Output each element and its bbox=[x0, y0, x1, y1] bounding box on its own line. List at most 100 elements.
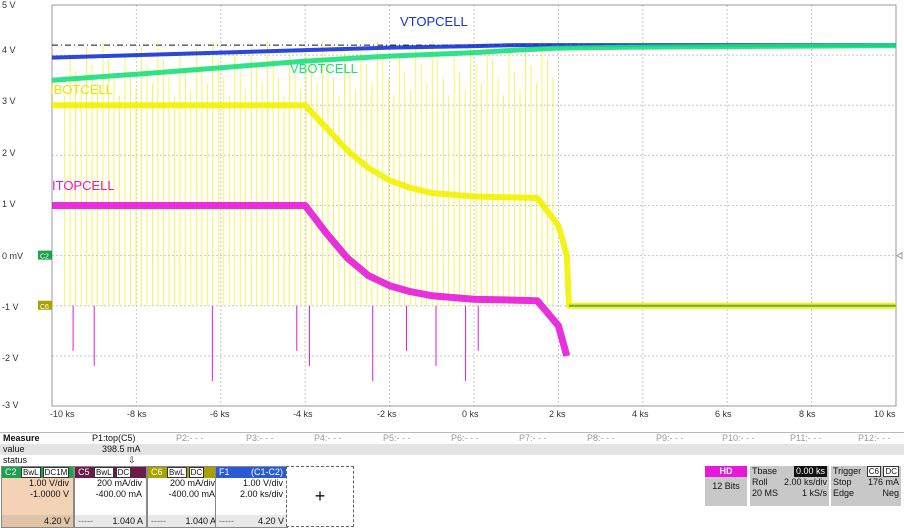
trigger-channel: C6 bbox=[866, 466, 881, 477]
channel-c6-foot-value: 1.040 A bbox=[185, 516, 216, 526]
measure-p2-label[interactable]: P2:- - - bbox=[176, 433, 204, 443]
hd-label: HD bbox=[705, 466, 747, 477]
trigger-row: Stop 176 mA bbox=[831, 477, 901, 488]
measure-p11-label[interactable]: P11:- - - bbox=[790, 433, 822, 443]
channel-c2-foot-value: 4.20 V bbox=[43, 516, 70, 526]
timebase-header: Tbase 0.00 ks bbox=[750, 466, 829, 477]
timebase-value: 0.00 ks bbox=[793, 466, 827, 477]
measure-p1-label[interactable]: P1:top(C5) bbox=[92, 433, 136, 443]
x-tick-label: 2 ks bbox=[549, 409, 566, 419]
trigger-label: Trigger bbox=[833, 466, 862, 476]
x-tick-label: 4 ks bbox=[632, 409, 649, 419]
y-tick-label: 1 V bbox=[2, 199, 16, 209]
channel-c6-box[interactable]: C6 BwL DC 200 mA/div -400.00 mA ----- 1.0… bbox=[147, 466, 220, 528]
channel-c6-tag: BwL bbox=[167, 467, 187, 478]
measure-p12-label[interactable]: P12:- - - bbox=[858, 433, 891, 443]
channel-f1-scale: 1.00 V/div bbox=[242, 478, 283, 488]
channel-f1-name: F1 bbox=[219, 467, 230, 477]
timebase-rate: 2.00 ks/div bbox=[783, 477, 827, 487]
channel-c2-scale: 1.00 V/div bbox=[28, 478, 69, 488]
trace-label-vbot: VBOTCELL bbox=[290, 61, 358, 76]
measure-p3-label[interactable]: P3:- - - bbox=[246, 433, 274, 443]
channel-c6-foot: ----- 1.040 A bbox=[148, 515, 219, 527]
trace-itopcell bbox=[52, 202, 571, 357]
measure-p10-label[interactable]: P10:- - - bbox=[722, 433, 755, 443]
measure-header: Measure P1:top(C5) P2:- - - P3:- - - P4:… bbox=[0, 432, 904, 444]
trigger-slope: Neg bbox=[882, 488, 899, 498]
y-tick-label: 5 V bbox=[2, 0, 16, 10]
waveform-display[interactable]: C2 C6 5 V 4 V 3 V 2 V 1 V 0 mV -1 V -2 V … bbox=[0, 0, 904, 420]
trigger-box[interactable]: Trigger C6 DC Stop 176 mA Edge Neg bbox=[831, 466, 901, 506]
channel-c2-offset: -1.0000 V bbox=[29, 489, 69, 499]
channel-f1-foot: ----- 4.20 V bbox=[216, 515, 287, 527]
channel-f1-tag: (C1-C2) bbox=[250, 467, 283, 477]
channel-f1-foot-dash: ----- bbox=[219, 516, 234, 526]
channel-c5-offset: -400.00 mA bbox=[95, 489, 142, 499]
y-tick-label: 0 mV bbox=[2, 251, 24, 261]
channel-c5-box[interactable]: C5 BwL DC 200 mA/div -400.00 mA ----- 1.0… bbox=[74, 466, 147, 528]
x-tick-label: 6 ks bbox=[715, 409, 732, 419]
y-tick-label: 3 V bbox=[2, 96, 16, 106]
trace-label-ibot: IBOTCELL bbox=[50, 82, 113, 97]
channel-c6-tag: DC bbox=[188, 467, 205, 478]
channel-c5-foot: ----- 1.040 A bbox=[75, 515, 146, 527]
channel-c5-foot-dash: ----- bbox=[78, 516, 93, 526]
channel-marker bbox=[38, 250, 52, 260]
channel-f1-box[interactable]: F1 (C1-C2) 1.00 V/div 2.00 ks/div ----- … bbox=[215, 466, 288, 528]
measure-p5-label[interactable]: P5:- - - bbox=[383, 433, 411, 443]
channel-marker bbox=[38, 300, 52, 310]
channel-c2-tag: BwL bbox=[21, 467, 41, 478]
channel-marker-label: C2 bbox=[40, 254, 49, 261]
x-tick-label: -2 ks bbox=[377, 409, 397, 419]
measure-value-label: value bbox=[3, 444, 25, 454]
channel-c5-name: C5 bbox=[78, 467, 90, 477]
y-tick-label: -3 V bbox=[2, 400, 19, 410]
x-tick-label: -8 ks bbox=[127, 409, 147, 419]
timebase-label: Tbase bbox=[752, 466, 778, 476]
y-tick-label: 4 V bbox=[2, 45, 16, 55]
measure-value: 398.5 mA bbox=[102, 444, 141, 454]
x-tick-label: 0 ks bbox=[462, 409, 479, 419]
channel-c5-tag: DC bbox=[115, 467, 132, 478]
timebase-sample-rate: 1 kS/s bbox=[801, 488, 827, 498]
hd-box[interactable]: HD 12 Bits bbox=[705, 466, 747, 506]
channel-c6-scale: 200 mA/div bbox=[169, 478, 215, 488]
measure-p8-label[interactable]: P8:- - - bbox=[587, 433, 615, 443]
channel-c5-tag: BwL bbox=[94, 467, 114, 478]
plus-icon: + bbox=[314, 486, 326, 506]
trigger-coupling: DC bbox=[883, 466, 899, 477]
trigger-header: Trigger C6 DC bbox=[831, 466, 901, 477]
measure-p4-label[interactable]: P4:- - - bbox=[314, 433, 342, 443]
y-tick-label: -2 V bbox=[2, 353, 19, 363]
timebase-box[interactable]: Tbase 0.00 ks Roll 2.00 ks/div 20 MS 1 k… bbox=[750, 466, 829, 506]
x-tick-label: 8 ks bbox=[799, 409, 816, 419]
y-tick-label: 2 V bbox=[2, 148, 16, 158]
channel-marker-label: C6 bbox=[40, 304, 49, 311]
trigger-state: Stop bbox=[833, 477, 852, 487]
y-tick-label: -1 V bbox=[2, 302, 19, 312]
channel-f1-header: F1 (C1-C2) bbox=[216, 467, 287, 478]
trigger-type: Edge bbox=[833, 488, 855, 498]
channel-f1-timebase: 2.00 ks/div bbox=[239, 489, 283, 499]
channel-c2-tag: DC1M bbox=[42, 467, 70, 478]
hd-bits: 12 Bits bbox=[712, 481, 740, 491]
add-channel-button[interactable]: + bbox=[286, 466, 354, 527]
x-tick-label: 10 ks bbox=[874, 409, 896, 419]
status-arrow-icon: ⇩ bbox=[128, 455, 136, 465]
measure-p7-label[interactable]: P7:- - - bbox=[519, 433, 547, 443]
measure-title: Measure bbox=[3, 433, 40, 443]
measure-status-label: status bbox=[3, 455, 28, 465]
trace-label-itop: ITOPCELL bbox=[52, 178, 115, 193]
measure-p6-label[interactable]: P6:- - - bbox=[451, 433, 479, 443]
timebase-mode: Roll bbox=[752, 477, 768, 487]
channel-c2-box[interactable]: C2 BwL DC1M 1.00 V/div -1.0000 V 4.20 V bbox=[1, 466, 74, 528]
trigger-level: 176 mA bbox=[867, 477, 899, 487]
x-tick-label: -10 ks bbox=[50, 409, 75, 419]
waveform-plot: C2 C6 bbox=[38, 4, 903, 407]
control-panel: Measure P1:top(C5) P2:- - - P3:- - - P4:… bbox=[0, 432, 904, 528]
trace-label-vtop: VTOPCELL bbox=[400, 14, 468, 29]
measure-p9-label[interactable]: P9:- - - bbox=[656, 433, 684, 443]
timebase-row: 20 MS 1 kS/s bbox=[750, 488, 829, 499]
channel-c6-foot-dash: ----- bbox=[151, 516, 166, 526]
x-tick-label: -4 ks bbox=[293, 409, 313, 419]
